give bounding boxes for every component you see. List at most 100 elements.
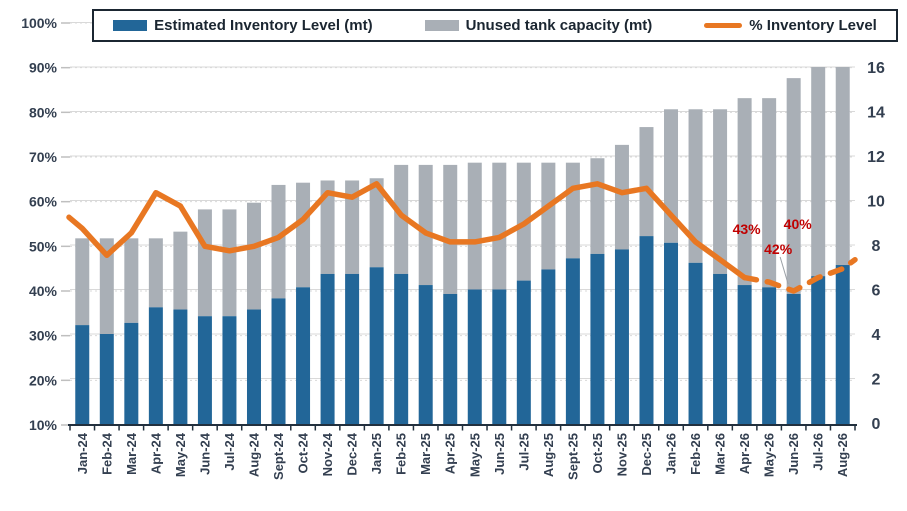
bar-unused-capacity — [148, 238, 163, 308]
legend-item-label: % Inventory Level — [749, 17, 877, 34]
left-axis-tick-label: 50% — [29, 238, 58, 254]
bar-estimated-inventory — [811, 276, 826, 424]
bar-estimated-inventory — [197, 316, 212, 424]
bar-unused-capacity — [565, 162, 580, 259]
bar-estimated-inventory — [664, 242, 679, 424]
x-axis-category-label: Aug-26 — [835, 433, 850, 477]
bar-estimated-inventory — [467, 289, 482, 424]
x-axis-category-label: Jul-26 — [811, 433, 826, 471]
x-axis-category-label: Apr-24 — [148, 432, 163, 474]
bar-unused-capacity — [590, 158, 605, 254]
x-axis-category-label: Jan-24 — [75, 432, 90, 474]
x-axis-category-label: Feb-25 — [394, 433, 409, 475]
bar-estimated-inventory — [516, 280, 531, 424]
bar-unused-capacity — [320, 180, 335, 274]
left-axis-tick-label: 100% — [21, 15, 57, 31]
left-axis-tick-label: 30% — [29, 328, 58, 344]
left-axis-tick-label: 80% — [29, 104, 58, 120]
bar-estimated-inventory — [492, 289, 507, 424]
bar-unused-capacity — [443, 164, 458, 294]
bar-estimated-inventory — [345, 273, 360, 424]
left-axis-tick-label: 10% — [29, 417, 58, 433]
x-axis-category-label: Jun-26 — [786, 433, 801, 475]
x-axis-category-label: Oct-25 — [590, 433, 605, 473]
bar-estimated-inventory — [786, 293, 801, 424]
x-axis-category-label: Mar-26 — [713, 433, 728, 475]
x-axis-category-label: Jun-24 — [197, 432, 212, 475]
pct-inventory-line — [66, 181, 858, 294]
bar-estimated-inventory — [173, 309, 188, 424]
x-axis-category-label: Jun-25 — [492, 433, 507, 475]
bar-estimated-inventory — [75, 325, 90, 424]
inventory-level-line-solid — [66, 181, 748, 281]
x-axis-category-label: Sept-25 — [565, 433, 580, 480]
bar-estimated-inventory — [418, 285, 433, 424]
x-axis-category-label: Mar-24 — [124, 432, 139, 475]
x-axis-category-label: May-26 — [762, 433, 777, 477]
bar-unused-capacity — [124, 238, 139, 323]
legend-item-pct-inventory-level: % Inventory Level — [704, 17, 877, 34]
right-axis-tick-label: 4 — [872, 327, 881, 344]
bar-unused-capacity — [345, 180, 360, 274]
x-axis-category-label: Mar-25 — [418, 433, 433, 475]
gridlines — [70, 22, 855, 381]
right-axis-tick-label: 6 — [872, 283, 881, 300]
x-axis — [68, 424, 857, 431]
bar-unused-capacity — [173, 231, 188, 310]
x-axis-category-label: Jan-25 — [369, 433, 384, 474]
x-axis-category-label: Nov-24 — [320, 432, 335, 476]
bar-estimated-inventory — [99, 334, 114, 424]
bar-unused-capacity — [271, 184, 286, 299]
bar-unused-capacity — [541, 162, 556, 270]
bar-estimated-inventory — [124, 322, 139, 424]
x-axis-category-label: Feb-24 — [99, 432, 114, 475]
bar-unused-capacity — [713, 109, 728, 274]
x-axis-category-label: Dec-25 — [639, 433, 654, 476]
bar-unused-capacity — [296, 182, 311, 288]
x-axis-category-label: Aug-25 — [541, 433, 556, 477]
pct-annotation-label: 42% — [764, 241, 793, 257]
bar-estimated-inventory — [639, 236, 654, 424]
right-axis-tick-label: 0 — [872, 416, 881, 433]
bar-unused-capacity — [614, 144, 629, 250]
pct-annotation-label: 40% — [784, 216, 813, 232]
bar-unused-capacity — [492, 162, 507, 290]
bar-unused-capacity — [99, 238, 114, 334]
bar-estimated-inventory — [614, 249, 629, 424]
bar-estimated-inventory — [296, 287, 311, 424]
x-axis-category-label: Feb-26 — [688, 433, 703, 475]
x-axis-category-label: May-25 — [467, 433, 482, 477]
bar-unused-capacity — [246, 202, 261, 310]
x-axis-labels: Jan-24 Feb-24 Mar-24 Apr-24 May-24 Jun-24 Jul-… — [75, 432, 850, 480]
inventory-level-line-dashed — [741, 256, 858, 294]
x-axis-category-label: Aug-24 — [246, 432, 261, 477]
bar-unused-capacity — [811, 67, 826, 277]
bar-estimated-inventory — [148, 307, 163, 424]
bar-unused-capacity — [737, 98, 752, 286]
x-axis-category-label: Oct-24 — [296, 432, 311, 473]
annotation-leader-line — [779, 256, 789, 285]
right-axis-tick-label: 12 — [867, 149, 885, 166]
right-axis-tick-label: 14 — [867, 105, 885, 122]
bar-unused-capacity — [394, 164, 409, 274]
left-axis-labels: 100% 90% 80% 70% 60% 50% 40% 30% 20% 10% — [21, 15, 70, 433]
bar-estimated-inventory — [737, 285, 752, 424]
right-axis-tick-label: 10 — [867, 194, 885, 211]
bar-estimated-inventory — [713, 273, 728, 424]
x-axis-category-label: Jan-26 — [664, 433, 679, 474]
bar-unused-capacity — [418, 164, 433, 286]
pct-annotation-label: 43% — [733, 221, 762, 237]
bar-estimated-inventory — [590, 253, 605, 424]
bar-estimated-inventory — [835, 265, 850, 424]
bar-estimated-inventory — [369, 267, 384, 424]
chart-legend: Estimated Inventory Level (mt) Unused tan… — [92, 9, 898, 42]
bar-estimated-inventory — [222, 316, 237, 424]
left-axis-tick-label: 60% — [29, 194, 58, 210]
bar-estimated-inventory — [394, 273, 409, 424]
bar-estimated-inventory — [271, 298, 286, 424]
x-axis-category-label: Apr-25 — [443, 433, 458, 474]
x-axis-category-label: Apr-26 — [737, 433, 752, 474]
legend-item-label: Estimated Inventory Level (mt) — [154, 17, 373, 34]
